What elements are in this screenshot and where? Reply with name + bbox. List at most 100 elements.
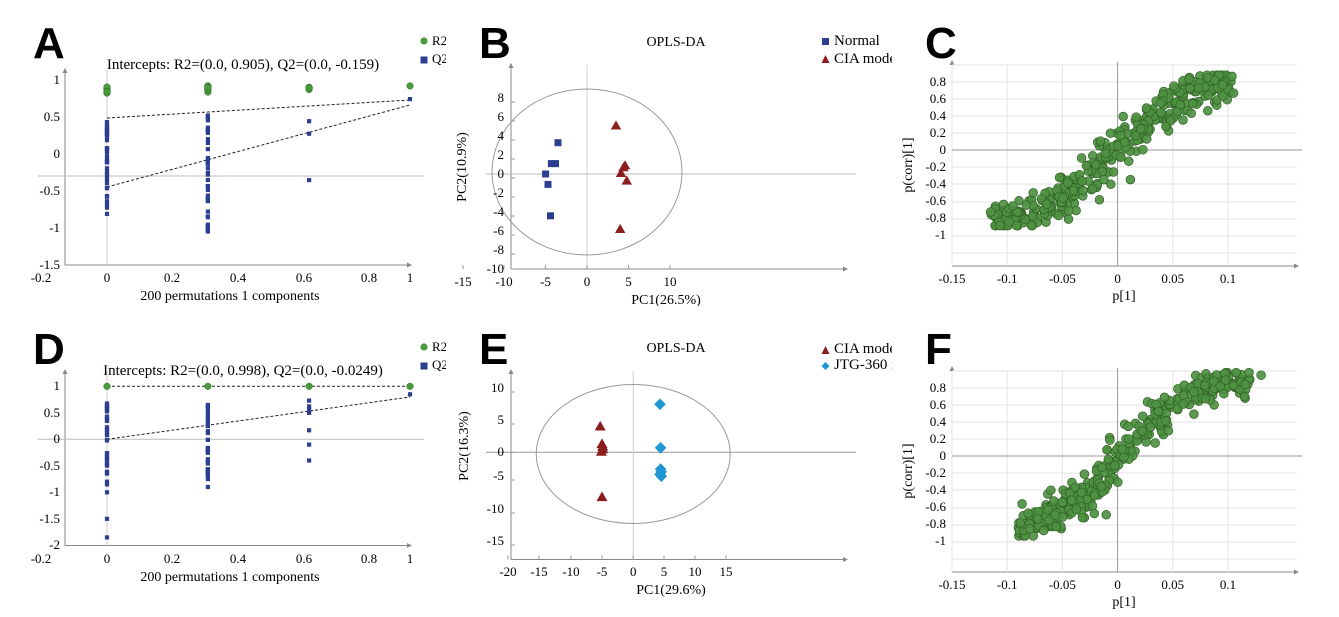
svg-text:-15: -15 — [454, 274, 471, 289]
svg-text:-0.2: -0.2 — [31, 551, 52, 566]
svg-text:-0.4: -0.4 — [925, 176, 946, 191]
svg-text:-1: -1 — [49, 220, 60, 235]
svg-text:PC1(26.5%): PC1(26.5%) — [631, 293, 701, 306]
svg-text:-0.15: -0.15 — [938, 577, 965, 592]
svg-text:-0.05: -0.05 — [1049, 271, 1076, 286]
svg-text:-0.6: -0.6 — [925, 193, 946, 208]
svg-text:-15: -15 — [530, 564, 547, 579]
svg-text:200 permutations 1 components: 200 permutations 1 components — [140, 570, 319, 585]
svg-text:15: 15 — [720, 564, 733, 579]
svg-text:0.2: 0.2 — [930, 431, 946, 446]
svg-text:0.1: 0.1 — [1220, 271, 1236, 286]
svg-text:0.05: 0.05 — [1161, 577, 1184, 592]
svg-text:-4: -4 — [493, 204, 504, 219]
svg-text:0.8: 0.8 — [930, 74, 946, 89]
svg-text:0.8: 0.8 — [361, 270, 377, 285]
svg-text:-0.05: -0.05 — [1049, 577, 1076, 592]
svg-text:-5: -5 — [540, 274, 551, 289]
svg-text:0: 0 — [104, 551, 111, 566]
svg-text:1: 1 — [54, 378, 61, 393]
svg-text:0.1: 0.1 — [1220, 577, 1236, 592]
svg-text:0.4: 0.4 — [930, 414, 947, 429]
svg-text:0: 0 — [498, 166, 505, 181]
svg-text:JTG-360 mg/kg: JTG-360 mg/kg — [834, 357, 892, 373]
svg-text:-10: -10 — [487, 261, 504, 276]
svg-text:-5: -5 — [493, 468, 504, 483]
svg-text:-1.5: -1.5 — [39, 257, 60, 272]
svg-text:0.6: 0.6 — [296, 551, 313, 566]
svg-text:-0.5: -0.5 — [39, 183, 60, 198]
svg-text:0: 0 — [940, 448, 947, 463]
svg-text:-1: -1 — [49, 484, 60, 499]
svg-text:2: 2 — [498, 147, 505, 162]
svg-text:0: 0 — [498, 444, 505, 459]
svg-text:0.4: 0.4 — [230, 551, 247, 566]
svg-text:1: 1 — [407, 551, 414, 566]
svg-text:0.2: 0.2 — [930, 125, 946, 140]
svg-text:0: 0 — [1114, 577, 1121, 592]
svg-text:-0.15: -0.15 — [938, 271, 965, 286]
svg-text:-0.2: -0.2 — [925, 159, 946, 174]
svg-text:-20: -20 — [499, 564, 516, 579]
svg-text:-0.8: -0.8 — [925, 210, 946, 225]
svg-text:0.4: 0.4 — [930, 108, 947, 123]
svg-text:CIA model: CIA model — [834, 341, 892, 357]
svg-text:0.5: 0.5 — [44, 109, 60, 124]
svg-text:-10: -10 — [562, 564, 579, 579]
svg-text:-1: -1 — [935, 533, 946, 548]
svg-text:0: 0 — [104, 270, 111, 285]
svg-text:Q2: Q2 — [432, 51, 446, 66]
svg-text:p[1]: p[1] — [1112, 595, 1135, 610]
svg-text:5: 5 — [498, 412, 505, 427]
svg-text:10: 10 — [491, 380, 504, 395]
svg-text:p[1]: p[1] — [1112, 289, 1135, 304]
svg-text:0: 0 — [54, 431, 61, 446]
svg-text:-0.2: -0.2 — [925, 465, 946, 480]
svg-text:0: 0 — [940, 142, 947, 157]
svg-text:1: 1 — [54, 72, 61, 87]
svg-text:10: 10 — [689, 564, 702, 579]
svg-text:OPLS-DA: OPLS-DA — [646, 341, 706, 356]
svg-text:5: 5 — [625, 274, 632, 289]
svg-text:10: 10 — [664, 274, 677, 289]
svg-text:p(corr)[1]: p(corr)[1] — [901, 443, 916, 498]
svg-text:-1.5: -1.5 — [39, 511, 60, 526]
svg-text:-6: -6 — [493, 223, 504, 238]
svg-text:-0.8: -0.8 — [925, 516, 946, 531]
svg-text:0.2: 0.2 — [164, 270, 180, 285]
svg-text:-8: -8 — [493, 242, 504, 257]
svg-text:0.6: 0.6 — [930, 397, 947, 412]
svg-text:0.8: 0.8 — [930, 380, 946, 395]
svg-text:0: 0 — [54, 146, 61, 161]
svg-text:6: 6 — [498, 109, 505, 124]
svg-text:PC1(29.6%): PC1(29.6%) — [636, 583, 706, 598]
svg-text:OPLS-DA: OPLS-DA — [646, 35, 706, 50]
svg-text:5: 5 — [661, 564, 668, 579]
svg-text:Normal: Normal — [834, 33, 880, 49]
svg-text:-5: -5 — [597, 564, 608, 579]
svg-text:-0.1: -0.1 — [997, 271, 1018, 286]
svg-text:-0.4: -0.4 — [925, 482, 946, 497]
svg-text:-0.2: -0.2 — [31, 270, 52, 285]
svg-text:-10: -10 — [487, 501, 504, 516]
svg-text:R2: R2 — [432, 33, 446, 48]
svg-text:200 permutations 1 components: 200 permutations 1 components — [140, 289, 319, 304]
svg-text:0.8: 0.8 — [361, 551, 377, 566]
svg-text:Intercepts: R2=(0.0, 0.998), Q: Intercepts: R2=(0.0, 0.998), Q2=(0.0, -0… — [103, 363, 383, 379]
svg-text:-2: -2 — [49, 537, 60, 552]
svg-text:Intercepts: R2=(0.0, 0.905), Q: Intercepts: R2=(0.0, 0.905), Q2=(0.0, -0… — [107, 57, 379, 73]
svg-text:PC2(16.3%): PC2(16.3%) — [457, 411, 472, 481]
svg-text:0.5: 0.5 — [44, 405, 60, 420]
svg-text:-15: -15 — [487, 533, 504, 548]
svg-text:0.6: 0.6 — [296, 270, 313, 285]
svg-text:4: 4 — [498, 128, 505, 143]
svg-text:p(corr)[1]: p(corr)[1] — [901, 137, 916, 192]
svg-text:-2: -2 — [493, 185, 504, 200]
svg-text:0.05: 0.05 — [1161, 271, 1184, 286]
svg-text:0: 0 — [1114, 271, 1121, 286]
svg-text:-1: -1 — [935, 227, 946, 242]
svg-text:R2: R2 — [432, 339, 446, 354]
svg-text:0.4: 0.4 — [230, 270, 247, 285]
svg-text:PC2(10.9%): PC2(10.9%) — [455, 132, 470, 202]
svg-text:0.6: 0.6 — [930, 91, 947, 106]
